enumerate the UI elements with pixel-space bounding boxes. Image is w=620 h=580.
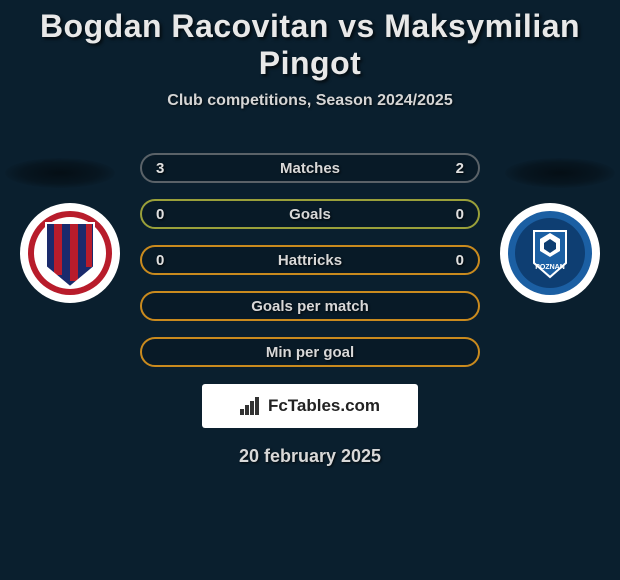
stat-label: Goals per match [176,298,444,315]
player-shadow-left [5,158,115,188]
stat-value-left: 0 [156,206,176,223]
brand-text: FcTables.com [268,396,380,416]
player-shadow-right [505,158,615,188]
club-badge-left [20,203,120,303]
stat-row: Min per goal [140,337,480,367]
stat-label: Min per goal [176,344,444,361]
stat-value-right: 0 [444,252,464,269]
stat-label: Matches [176,160,444,177]
date-label: 20 february 2025 [0,446,620,467]
brand-bars-icon [240,397,262,415]
stat-row: 3Matches2 [140,153,480,183]
stat-row: 0Hattricks0 [140,245,480,275]
page-title: Bogdan Racovitan vs Maksymilian Pingot [0,8,620,82]
main-area: POZNAN 3Matches20Goals00Hattricks0Goals … [0,138,620,378]
brand-box[interactable]: FcTables.com [202,384,418,428]
stat-row: 0Goals0 [140,199,480,229]
stat-label: Hattricks [176,252,444,269]
svg-text:POZNAN: POZNAN [535,264,565,271]
lech-crest-icon: POZNAN [506,209,594,297]
stat-value-right: 0 [444,206,464,223]
stat-row: Goals per match [140,291,480,321]
stat-label: Goals [176,206,444,223]
stat-value-left: 0 [156,252,176,269]
stat-value-right: 2 [444,160,464,177]
stats-column: 3Matches20Goals00Hattricks0Goals per mat… [140,153,480,383]
page-subtitle: Club competitions, Season 2024/2025 [0,92,620,110]
club-badge-right: POZNAN [500,203,600,303]
stat-value-left: 3 [156,160,176,177]
comparison-card: Bogdan Racovitan vs Maksymilian Pingot C… [0,0,620,467]
rakow-crest-icon [26,209,114,297]
